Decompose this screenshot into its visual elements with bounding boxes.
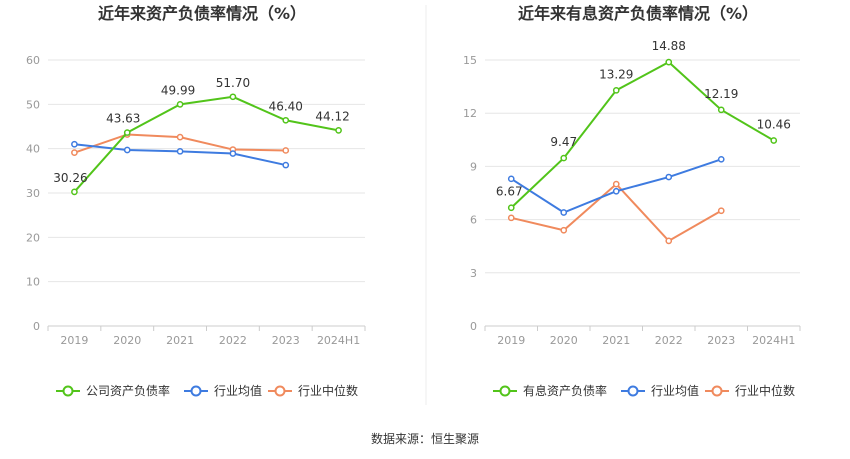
data-point (176, 101, 184, 108)
legend-item[interactable]: 公司资产负债率 (56, 383, 170, 398)
data-point (229, 150, 237, 157)
data-label: 49.99 (161, 83, 195, 97)
x-tick-label: 2020 (113, 334, 141, 347)
x-tick-label: 2021 (602, 334, 630, 347)
y-tick-label: 12 (463, 107, 477, 120)
series-line (73, 95, 339, 193)
x-tick-label: 2022 (655, 334, 683, 347)
data-label: 12.19 (704, 87, 738, 101)
data-label: 10.46 (757, 118, 791, 132)
legend-item[interactable]: 行业均值 (621, 383, 699, 398)
chart-title: 近年来资产负债率情况（%） (98, 4, 306, 23)
data-label: 9.47 (550, 135, 577, 149)
data-point (507, 214, 515, 222)
chart-panel-debt-ratio: 近年来资产负债率情况（%） 0 10 20 30 40 50 60 2019 2020 2021 2… (26, 4, 366, 398)
data-point (123, 146, 131, 154)
series-line (510, 60, 775, 209)
legend-marker (62, 385, 74, 397)
data-point (335, 127, 342, 134)
x-tick-label: 2023 (272, 334, 300, 347)
data-point (560, 154, 568, 162)
legend-item[interactable]: 行业均值 (184, 383, 262, 398)
data-label: 46.40 (269, 99, 303, 113)
legend-marker (274, 385, 286, 397)
chart-panel-interest-bearing-debt-ratio: 近年来有息资产负债率情况（%） 0 3 6 9 12 15 2019 2020 2021 2022… (463, 4, 801, 398)
y-tick-label: 60 (26, 54, 40, 67)
legend-label: 行业均值 (214, 383, 262, 398)
legend-marker (711, 385, 723, 397)
data-label: 30.26 (53, 171, 87, 185)
x-tick-label: 2019 (60, 334, 88, 347)
legend-label: 行业均值 (651, 383, 699, 398)
data-point (71, 140, 78, 148)
data-point (612, 86, 620, 94)
data-label: 51.70 (216, 76, 250, 90)
x-tick-label: 2019 (497, 334, 525, 347)
x-tick-label: 2021 (166, 334, 194, 347)
data-point (229, 93, 237, 101)
data-label: 13.29 (599, 67, 633, 81)
data-point (665, 173, 673, 181)
data-point (176, 133, 184, 141)
legend-marker (627, 385, 639, 397)
data-label: 6.67 (496, 185, 523, 199)
data-point (665, 58, 673, 66)
legend-item[interactable]: 行业中位数 (268, 383, 358, 398)
y-tick-label: 20 (26, 231, 40, 244)
data-point (507, 175, 515, 183)
data-point (282, 147, 290, 154)
data-point (123, 129, 131, 136)
x-tick-label: 2024H1 (752, 334, 795, 347)
y-tick-label: 0 (33, 320, 40, 333)
legend-label: 有息资产负债率 (523, 383, 607, 398)
legend-marker (190, 385, 202, 397)
legend-label: 行业中位数 (735, 383, 795, 398)
data-point (282, 116, 290, 124)
data-source-text: 数据来源：恒生聚源 (371, 431, 479, 446)
y-tick-label: 0 (470, 320, 477, 333)
legend-label: 行业中位数 (298, 383, 358, 398)
x-tick-label: 2020 (550, 334, 578, 347)
x-tick-label: 2022 (219, 334, 247, 347)
data-point (71, 188, 78, 196)
y-tick-label: 15 (463, 54, 477, 67)
data-point (282, 161, 290, 169)
data-label: 44.12 (315, 109, 349, 123)
data-point (612, 187, 620, 195)
data-point (717, 106, 725, 114)
data-point (560, 226, 568, 234)
data-point (612, 180, 620, 188)
x-tick-label: 2024H1 (317, 334, 360, 347)
legend-item[interactable]: 行业中位数 (705, 383, 795, 398)
data-point (560, 209, 568, 216)
data-point (717, 207, 725, 215)
chart-title: 近年来有息资产负债率情况（%） (518, 4, 758, 23)
data-point (176, 147, 184, 155)
data-point (665, 237, 673, 245)
legend-label: 公司资产负债率 (86, 383, 170, 398)
y-tick-label: 10 (26, 276, 40, 289)
data-point (770, 137, 778, 144)
data-point (507, 204, 515, 212)
legend-item[interactable]: 有息资产负债率 (493, 383, 607, 398)
data-label: 43.63 (106, 112, 140, 126)
y-tick-label: 6 (470, 214, 477, 227)
y-tick-label: 30 (26, 187, 40, 200)
data-point (717, 155, 725, 163)
y-tick-label: 3 (470, 267, 477, 280)
x-tick-label: 2023 (707, 334, 735, 347)
data-point (71, 149, 78, 157)
y-tick-label: 9 (470, 160, 477, 173)
data-label: 14.88 (652, 39, 686, 53)
y-tick-label: 40 (26, 143, 40, 156)
legend-marker (499, 385, 511, 397)
y-tick-label: 50 (26, 98, 40, 111)
